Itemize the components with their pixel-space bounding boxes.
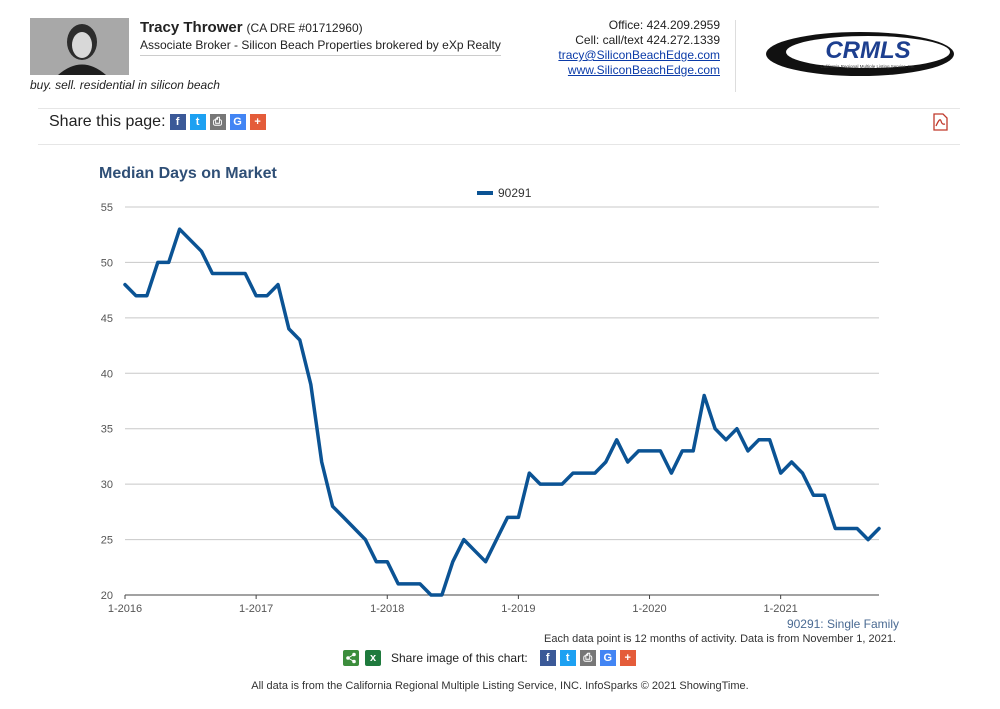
crmls-logo: CRMLS California Regional Multiple Listi… xyxy=(762,28,958,80)
facebook-icon[interactable]: f xyxy=(169,114,186,130)
series-line-90291 xyxy=(123,227,881,597)
y-tick-label: 55 xyxy=(101,202,113,214)
series-note: 90291: Single Family xyxy=(786,617,899,631)
agent-name: Tracy Thrower (CA DRE #01712960) xyxy=(140,19,363,36)
facebook-icon[interactable]: f xyxy=(539,650,556,666)
twitter-icon[interactable]: t xyxy=(189,114,206,130)
logo-subtext: California Regional Multiple Listing Ser… xyxy=(820,64,915,69)
share-chart-label: Share image of this chart: xyxy=(391,651,528,665)
divider-bottom xyxy=(38,144,960,145)
cell-phone: Cell: call/text 424.272.1339 xyxy=(575,33,720,47)
print-icon[interactable]: ⎙ xyxy=(209,114,226,130)
header-divider xyxy=(735,20,736,92)
agent-dre: (CA DRE #01712960) xyxy=(246,21,363,35)
x-tick-label: 1-2017 xyxy=(239,603,273,615)
agent-tagline: buy. sell. residential in silicon beach xyxy=(30,78,220,92)
google-icon[interactable]: G xyxy=(229,114,246,130)
y-tick-label: 30 xyxy=(101,479,113,491)
y-tick-label: 25 xyxy=(101,535,113,547)
y-tick-label: 40 xyxy=(101,368,113,380)
contact-block: Office: 424.209.2959 Cell: call/text 424… xyxy=(558,18,720,78)
y-tick-label: 35 xyxy=(101,424,113,436)
website-link[interactable]: www.SiliconBeachEdge.com xyxy=(567,63,720,77)
share-page-label: Share this page: xyxy=(49,113,166,130)
y-tick-label: 45 xyxy=(101,313,113,325)
x-tick-label: 1-2016 xyxy=(108,603,142,615)
excel-icon[interactable]: x xyxy=(365,650,381,666)
pdf-icon[interactable] xyxy=(932,113,948,131)
agent-title: Associate Broker - Silicon Beach Propert… xyxy=(140,38,501,56)
email-link[interactable]: tracy@SiliconBeachEdge.com xyxy=(558,48,720,62)
x-tick-label: 1-2019 xyxy=(501,603,535,615)
chart-title: Median Days on Market xyxy=(99,165,277,182)
share-chart-bar: x Share image of this chart: f t ⎙ G + xyxy=(343,650,636,666)
twitter-icon[interactable]: t xyxy=(559,650,576,666)
office-phone: Office: 424.209.2959 xyxy=(608,18,720,32)
plus-icon[interactable]: + xyxy=(249,114,266,130)
x-tick-label: 1-2020 xyxy=(632,603,666,615)
agent-name-text: Tracy Thrower xyxy=(140,19,243,36)
legend-label: 90291 xyxy=(498,186,532,200)
y-tick-label: 20 xyxy=(101,590,113,602)
print-icon[interactable]: ⎙ xyxy=(579,650,596,666)
plus-icon[interactable]: + xyxy=(619,650,636,666)
google-icon[interactable]: G xyxy=(599,650,616,666)
agent-photo xyxy=(30,18,129,75)
share-chart-icons: f t ⎙ G + xyxy=(539,650,636,666)
x-tick-label: 1-2018 xyxy=(370,603,404,615)
data-note: Each data point is 12 months of activity… xyxy=(544,633,896,645)
share-page-bar: Share this page: f t ⎙ G + xyxy=(49,113,266,131)
divider-top xyxy=(38,108,960,109)
logo-text: CRMLS xyxy=(825,37,910,64)
x-tick-label: 1-2021 xyxy=(764,603,798,615)
share-page-icons: f t ⎙ G + xyxy=(169,114,266,130)
share-icon[interactable] xyxy=(343,650,359,666)
footer-note: All data is from the California Regional… xyxy=(251,680,749,692)
y-tick-label: 50 xyxy=(101,257,113,269)
